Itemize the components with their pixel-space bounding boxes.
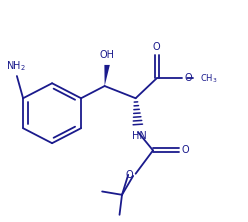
Polygon shape xyxy=(104,65,110,86)
Text: HN: HN xyxy=(132,131,147,141)
Text: CH$_3$: CH$_3$ xyxy=(200,72,217,85)
Text: O: O xyxy=(182,145,189,155)
Text: O: O xyxy=(185,73,192,83)
Text: O: O xyxy=(125,170,133,180)
Text: NH$_2$: NH$_2$ xyxy=(6,59,26,73)
Text: O: O xyxy=(153,42,160,52)
Text: OH: OH xyxy=(100,50,115,60)
